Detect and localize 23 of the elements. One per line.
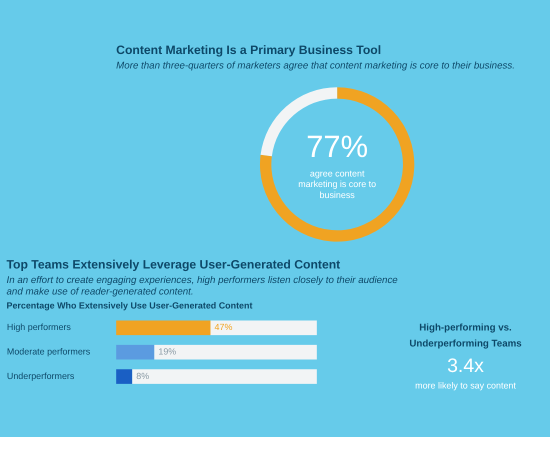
data-label: 8% xyxy=(136,370,150,381)
text: more likely to say content xyxy=(415,380,516,391)
bar xyxy=(154,344,317,360)
bar xyxy=(210,320,317,336)
text: High-performing vs. Underperforming Teams xyxy=(409,322,522,350)
text: agree content marketing is core to business xyxy=(298,168,376,200)
chart-title: Content Marketing Is a Primary Business Tool xyxy=(116,42,382,57)
data-label: 19% xyxy=(158,346,176,357)
donut-slice xyxy=(260,87,414,242)
y-tick-label: High performers xyxy=(6,322,72,332)
bar xyxy=(116,344,154,360)
bar xyxy=(132,369,317,384)
chart-title: Top Teams Extensively Leverage User-Generated Content xyxy=(6,257,340,272)
y-tick-label: Underperformers xyxy=(6,370,75,381)
chart-subtitle: More than three-quarters of marketers agree that content marketing is core to their business. xyxy=(116,60,515,72)
text: 77% xyxy=(306,129,368,164)
text: Percentage Who Extensively Use User-Generated Content xyxy=(6,300,252,310)
chart-subtitle: In an effort to create engaging experiences, high performers listen closely to their audience and make use of reader-generated content. xyxy=(6,275,398,298)
bar xyxy=(116,320,210,336)
text: 3.4x xyxy=(447,354,484,377)
bar xyxy=(116,369,132,384)
y-tick-label: Moderate performers xyxy=(6,346,91,357)
data-label: 47% xyxy=(214,322,232,332)
